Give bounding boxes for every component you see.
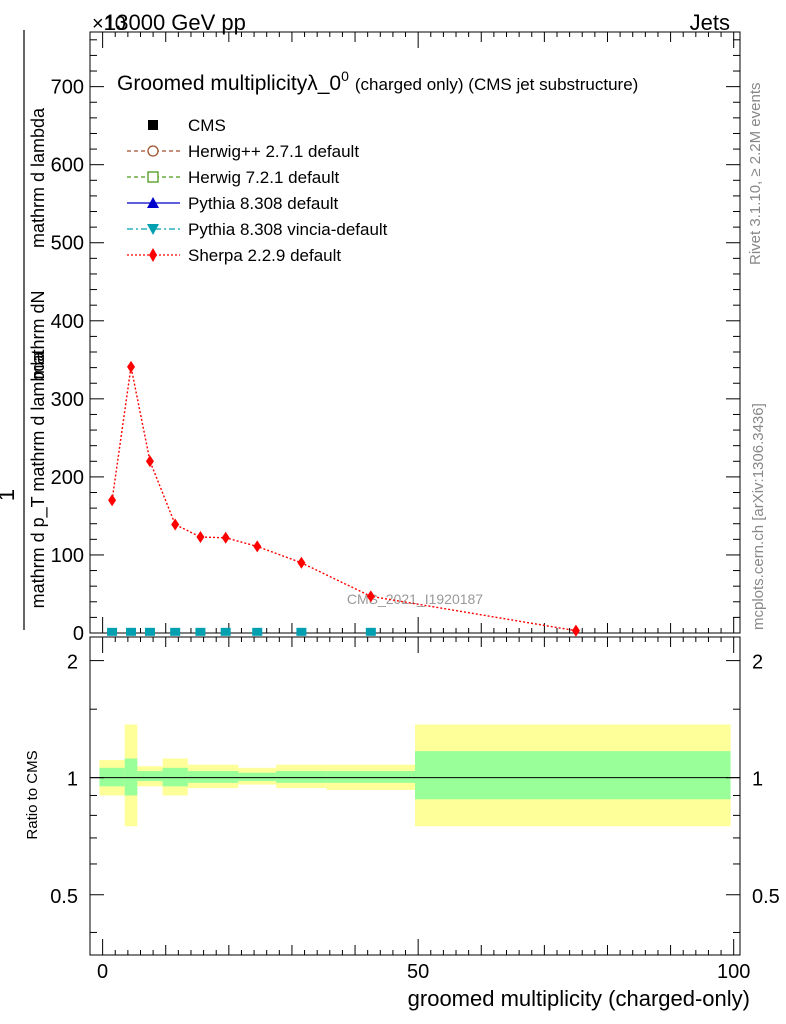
x-tick-labels: 0 50 100 <box>97 961 750 983</box>
y-tick-label: 0 <box>73 623 84 645</box>
title-lambda: λ_0 <box>307 72 341 95</box>
y-tick-label: 100 <box>51 545 84 567</box>
y-tick-label: 700 <box>51 77 84 99</box>
ratio-axis-ticks <box>90 637 740 955</box>
cms-point <box>220 627 231 636</box>
title-main: Groomed multiplicity <box>117 72 308 95</box>
main-data-marks <box>107 360 580 637</box>
sherpa-point <box>253 540 262 553</box>
sherpa-point <box>221 531 230 544</box>
title-suffix: (charged only) (CMS jet substructure) <box>355 75 638 94</box>
legend-marker-triangle-down <box>147 224 159 235</box>
cms-point <box>195 627 206 636</box>
ratio-inner-band <box>99 767 125 787</box>
sherpa-point <box>571 624 580 637</box>
rivet-version-text: Rivet 3.1.10, ≥ 2.2M events <box>747 83 764 266</box>
legend-marker-open-square <box>147 171 159 183</box>
cms-point <box>365 627 376 636</box>
sherpa-point <box>108 494 117 507</box>
ratio-inner-band <box>124 758 138 796</box>
ratio-y-tick-label: 2 <box>67 652 78 674</box>
x-tick-label: 50 <box>407 961 429 983</box>
ratio-inner-band <box>238 772 277 782</box>
legend-label: Pythia 8.308 vincia-default <box>188 220 388 239</box>
exponent-label: ×10 <box>92 13 126 35</box>
category-label: Jets <box>690 10 730 35</box>
y-tick-label: 400 <box>51 311 84 333</box>
ratio-y-tick-label: 1 <box>67 769 78 791</box>
mcplots-text: mcplots.cern.ch [arXiv:1306.3436] <box>750 403 767 630</box>
legend: CMS Herwig++ 2.7.1 default Herwig 7.2.1 de… <box>127 116 388 265</box>
ratio-y-tick-label-right: 2 <box>752 652 763 674</box>
y-tick-label: 600 <box>51 155 84 177</box>
legend-label: Herwig 7.2.1 default <box>188 168 339 187</box>
legend-marker-diamond <box>149 248 157 262</box>
ratio-y-tick-label: 0.5 <box>50 886 78 908</box>
cms-point <box>144 627 155 636</box>
ratio-inner-band <box>276 771 327 783</box>
ratio-bands <box>99 724 731 827</box>
sherpa-point <box>366 590 375 603</box>
legend-label: CMS <box>188 116 226 135</box>
ratio-y-tick-label-right: 1 <box>752 769 763 791</box>
legend-marker-triangle-up <box>147 197 159 208</box>
ylabel-top: mathrm d lambda <box>28 107 48 248</box>
ylabel-denominator-text: mathrm d p_T mathrm d lambda <box>28 351 49 609</box>
ratio-panel-frame <box>89 636 741 956</box>
analysis-watermark: CMS_2021_I1920187 <box>347 591 483 607</box>
ratio-inner-band <box>187 771 239 783</box>
y-tick-label: 500 <box>51 233 84 255</box>
legend-marker-circle <box>147 145 159 157</box>
title-superscript: 0 <box>341 68 349 84</box>
cms-point <box>126 627 137 636</box>
sherpa-line <box>111 366 577 632</box>
ratio-y-axis-label: Ratio to CMS <box>24 750 41 839</box>
ratio-inner-band <box>415 751 731 800</box>
ylabel-numerator: mathrm dN <box>28 290 48 379</box>
ratio-inner-band <box>137 771 163 782</box>
legend-marker-square <box>148 120 158 130</box>
sherpa-point <box>127 360 136 373</box>
main-y-axis-label: mathrm dN 1 mathrm d p_T mathrm d lambda… <box>0 30 49 630</box>
ratio-inner-band <box>162 767 188 787</box>
ylabel-one: 1 <box>0 489 19 501</box>
legend-label: Pythia 8.308 default <box>188 194 339 213</box>
sherpa-point <box>145 455 154 468</box>
ratio-y-tick-labels: 0.5 0.5 1 1 2 2 <box>50 652 780 908</box>
main-panel-frame <box>89 31 741 634</box>
energy-label: 13000 GeV pp <box>104 10 246 35</box>
cms-point <box>252 627 263 636</box>
x-axis-label: groomed multiplicity (charged-only) <box>408 986 750 1011</box>
ratio-y-tick-label-right: 0.5 <box>752 886 780 908</box>
x-tick-label: 0 <box>97 961 108 983</box>
y-tick-label: 300 <box>51 389 84 411</box>
legend-label: Herwig++ 2.7.1 default <box>188 142 359 161</box>
ratio-inner-band <box>326 771 415 783</box>
chart-title: Groomed multiplicityλ_00 (charged only) (… <box>117 68 638 95</box>
cms-point <box>296 627 307 636</box>
legend-label: Sherpa 2.2.9 default <box>188 246 341 265</box>
main-y-tick-labels: 0 100 200 300 400 500 600 700 <box>51 77 84 645</box>
cms-point <box>170 627 181 636</box>
cms-point <box>107 627 118 636</box>
sherpa-point <box>297 556 306 569</box>
x-tick-label: 100 <box>717 961 750 983</box>
y-tick-label: 200 <box>51 467 84 489</box>
sherpa-point <box>171 518 180 531</box>
sherpa-point <box>196 530 205 543</box>
